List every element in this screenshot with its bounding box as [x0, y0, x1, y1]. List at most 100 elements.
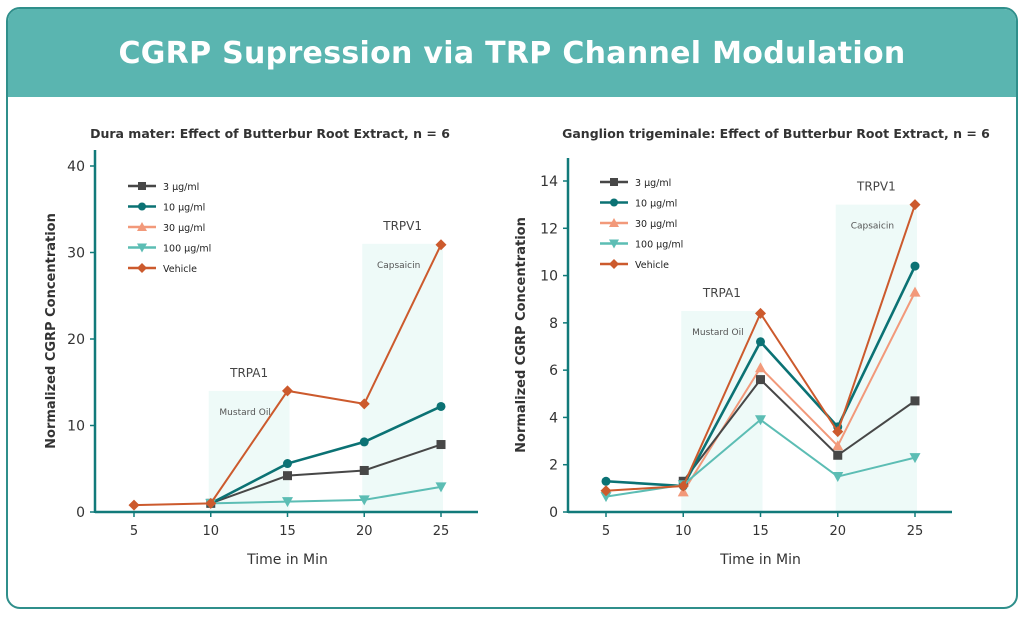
stimulus-region [362, 243, 443, 512]
diamond-marker [909, 199, 921, 211]
x-tick-label: 20 [829, 524, 846, 539]
legend-label: 10 µg/ml [635, 199, 677, 210]
square-marker [833, 450, 843, 460]
circle-marker [601, 476, 611, 486]
triangle-up-marker [909, 286, 921, 297]
triangle-down-marker [755, 415, 766, 426]
triangle-down-marker [909, 453, 921, 464]
y-tick-label: 0 [549, 505, 558, 521]
circle-marker [610, 198, 618, 207]
x-tick-label: 10 [675, 524, 692, 539]
legend-label: 3 µg/ml [635, 178, 671, 189]
series-line [210, 405, 442, 505]
triangle-down-marker [358, 495, 370, 506]
region-sublabel: Mustard Oil [219, 408, 270, 418]
square-marker [359, 465, 369, 475]
square-marker [138, 182, 146, 190]
diamond-marker [358, 398, 370, 410]
triangle-up-marker [832, 440, 844, 451]
circle-marker [436, 401, 446, 411]
y-tick-label: 14 [540, 174, 558, 190]
circle-marker [359, 437, 369, 447]
triangle-up-marker [609, 218, 619, 227]
square-marker [283, 471, 292, 481]
legend-label: 100 µg/ml [635, 240, 683, 251]
legend-label: 3 µg/ml [163, 182, 199, 193]
header-banner: CGRP Supression via TRP Channel Modulati… [8, 9, 1016, 97]
chart-title: Dura mater: Effect of Butterbur Root Ext… [90, 126, 450, 141]
diamond-marker [128, 499, 140, 511]
x-tick-label: 20 [356, 524, 373, 539]
region-label: TRPA1 [229, 366, 268, 380]
x-tick-label: 10 [202, 524, 219, 539]
region-label: TRPV1 [856, 180, 896, 194]
diamond-marker [677, 480, 689, 492]
y-tick-label: 40 [67, 159, 85, 175]
y-axis-label: Normalized CGRP Concentration [44, 213, 59, 449]
legend-label: 10 µg/ml [163, 203, 205, 214]
x-tick-label: 15 [279, 524, 296, 539]
triangle-down-marker [435, 482, 447, 493]
x-axis-label: Time in Min [719, 552, 801, 568]
y-tick-label: 10 [540, 269, 558, 285]
y-tick-label: 6 [549, 363, 558, 379]
region-sublabel: Capsaicin [377, 261, 420, 271]
region-sublabel: Capsaicin [851, 222, 894, 232]
y-tick-label: 10 [67, 419, 85, 435]
diamond-marker [435, 239, 447, 251]
triangle-up-marker [137, 222, 147, 231]
series-vehicle [600, 199, 921, 497]
x-tick-label: 5 [130, 524, 138, 539]
triangle-down-marker [832, 472, 844, 483]
legend: 3 µg/ml 10 µg/ml 30 µg/ml 100 µg/ml Vehicle [600, 178, 683, 271]
y-tick-label: 0 [76, 505, 85, 521]
x-tick-label: 25 [907, 524, 924, 539]
diamond-marker [205, 497, 217, 509]
square-marker [910, 396, 920, 406]
legend-label: Vehicle [635, 260, 669, 271]
stimulus-region [835, 204, 917, 512]
circle-marker [283, 459, 292, 469]
chart-2: Ganglion trigeminale: Effect of Butterbu… [514, 126, 990, 568]
legend-label: 100 µg/ml [163, 244, 211, 255]
diamond-marker [137, 263, 147, 273]
series-line [682, 378, 916, 482]
square-marker [756, 375, 765, 385]
triangle-up-marker [755, 362, 766, 373]
legend-label: 30 µg/ml [163, 223, 205, 234]
triangle-down-marker [137, 243, 147, 253]
series-line [210, 485, 442, 505]
square-marker [610, 178, 618, 186]
triangle-down-marker [609, 239, 619, 249]
triangle-down-marker [282, 497, 293, 508]
y-tick-label: 8 [549, 316, 558, 332]
page-title: CGRP Supression via TRP Channel Modulati… [118, 35, 906, 71]
y-tick-label: 4 [549, 410, 558, 426]
chart-title: Ganglion trigeminale: Effect of Butterbu… [562, 126, 990, 141]
y-tick-label: 20 [67, 332, 85, 348]
y-tick-label: 12 [540, 221, 558, 237]
legend-label: Vehicle [163, 264, 197, 275]
x-axis-label: Time in Min [246, 552, 328, 568]
x-tick-label: 25 [433, 524, 450, 539]
legend-label: 30 µg/ml [635, 219, 677, 230]
triangle-down-marker [600, 492, 612, 503]
diamond-marker [832, 426, 844, 438]
y-tick-label: 2 [549, 458, 558, 474]
region-sublabel: Mustard Oil [692, 328, 743, 338]
region-label: TRPA1 [702, 286, 741, 300]
diamond-marker [609, 259, 619, 269]
x-tick-label: 15 [752, 524, 769, 539]
diamond-marker [600, 485, 612, 497]
series-vehicle [128, 239, 447, 511]
circle-marker [910, 261, 920, 271]
square-marker [436, 440, 446, 450]
x-tick-label: 5 [602, 524, 610, 539]
circle-marker [756, 337, 765, 347]
chart-1: Dura mater: Effect of Butterbur Root Ext… [44, 126, 478, 568]
series-line [210, 443, 442, 505]
region-label: TRPV1 [382, 219, 422, 233]
y-tick-label: 30 [67, 246, 85, 262]
legend: 3 µg/ml 10 µg/ml 30 µg/ml 100 µg/ml Vehicle [128, 182, 211, 275]
